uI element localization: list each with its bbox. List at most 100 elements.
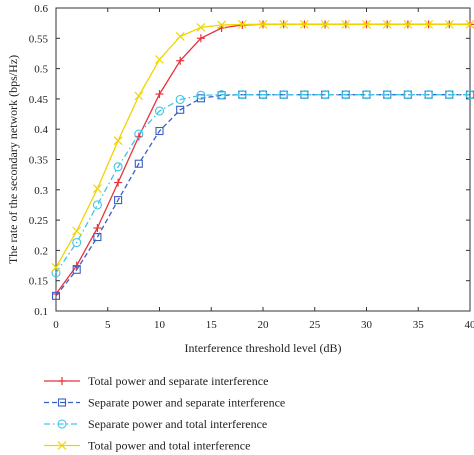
y-tick-label: 0.1 bbox=[34, 306, 48, 318]
series-2 bbox=[51, 90, 474, 300]
x-marker bbox=[196, 22, 206, 32]
series-lines bbox=[51, 19, 474, 300]
x-marker bbox=[382, 19, 392, 29]
x-tick-label: 35 bbox=[413, 319, 425, 331]
series-line bbox=[55, 23, 470, 268]
x-marker bbox=[113, 136, 123, 146]
x-marker bbox=[341, 19, 351, 29]
square-marker bbox=[134, 159, 143, 168]
plus-marker bbox=[52, 290, 60, 299]
plus-marker bbox=[72, 261, 81, 270]
circle-marker bbox=[279, 90, 289, 100]
circle-marker bbox=[154, 106, 165, 116]
square-marker bbox=[51, 291, 61, 300]
legend: Total power and separate interference Sep… bbox=[44, 374, 285, 453]
x-tick-label: 0 bbox=[53, 319, 59, 331]
x-tick-label: 10 bbox=[154, 319, 166, 331]
x-marker bbox=[299, 19, 309, 29]
legend-entry: Total power and separate interference bbox=[44, 374, 268, 388]
series-line bbox=[55, 94, 470, 297]
plus-marker bbox=[176, 56, 185, 65]
circle-marker bbox=[237, 90, 247, 100]
square-marker bbox=[93, 233, 102, 242]
y-tick-label: 0.3 bbox=[34, 185, 48, 197]
y-tick-label: 0.4 bbox=[34, 124, 48, 136]
x-marker bbox=[72, 226, 82, 236]
legend-label: Total power and total interference bbox=[88, 439, 250, 453]
x-marker bbox=[175, 32, 185, 41]
circle-marker bbox=[361, 90, 372, 100]
x-marker bbox=[51, 262, 61, 272]
legend-entry: Separate power and separate interference bbox=[44, 396, 285, 410]
x-tick-label: 30 bbox=[361, 319, 373, 331]
x-marker bbox=[444, 19, 454, 29]
y-tick-label: 0.25 bbox=[29, 215, 49, 227]
x-marker bbox=[57, 441, 67, 450]
plot-border bbox=[55, 7, 471, 312]
circle-marker bbox=[113, 162, 123, 172]
series-3 bbox=[51, 90, 474, 278]
x-marker bbox=[237, 19, 247, 29]
x-tick-label: 40 bbox=[465, 319, 474, 331]
circle-marker bbox=[424, 90, 434, 100]
y-tick-label: 0.6 bbox=[34, 3, 48, 15]
series-line bbox=[55, 23, 470, 295]
y-axis-label: The rate of the secondary network (bps/H… bbox=[6, 55, 20, 264]
circle-marker bbox=[175, 94, 185, 105]
x-marker bbox=[465, 19, 474, 29]
y-tick-label: 0.15 bbox=[29, 276, 49, 288]
x-tick-label: 15 bbox=[206, 319, 218, 331]
square-marker bbox=[57, 398, 67, 407]
x-tick-label: 20 bbox=[258, 319, 270, 331]
x-marker bbox=[134, 91, 144, 101]
series-1 bbox=[52, 20, 474, 299]
series-line bbox=[55, 94, 470, 274]
circle-marker bbox=[320, 90, 330, 100]
plus-marker bbox=[155, 90, 164, 99]
plus-marker bbox=[93, 223, 102, 232]
circle-marker bbox=[341, 90, 351, 100]
series-4 bbox=[51, 19, 474, 272]
circle-marker bbox=[299, 90, 309, 100]
circle-marker bbox=[51, 268, 61, 278]
circle-marker bbox=[57, 419, 67, 429]
circle-marker bbox=[72, 237, 82, 248]
legend-label: Total power and separate interference bbox=[88, 374, 268, 388]
y-tick-label: 0.55 bbox=[29, 33, 49, 45]
x-marker bbox=[424, 19, 434, 29]
square-marker bbox=[114, 196, 123, 205]
circle-marker bbox=[92, 200, 102, 210]
square-marker bbox=[196, 94, 205, 103]
y-tick-label: 0.35 bbox=[29, 155, 49, 167]
circle-marker bbox=[217, 90, 227, 100]
y-tick-label: 0.2 bbox=[34, 245, 48, 257]
x-marker bbox=[155, 55, 164, 64]
circle-marker bbox=[403, 90, 413, 100]
legend-entry: Separate power and total interference bbox=[44, 417, 267, 431]
x-marker bbox=[92, 184, 102, 194]
circle-marker bbox=[258, 90, 268, 100]
x-marker bbox=[320, 19, 330, 29]
legend-label: Separate power and separate interference bbox=[88, 396, 285, 410]
x-marker bbox=[217, 20, 227, 30]
square-marker bbox=[176, 105, 185, 114]
x-tick-label: 5 bbox=[105, 319, 111, 331]
plus-marker bbox=[58, 377, 66, 385]
plus-marker bbox=[114, 178, 123, 187]
x-tick-label: 25 bbox=[309, 319, 321, 331]
x-marker bbox=[258, 19, 268, 29]
circle-marker bbox=[465, 90, 474, 100]
square-marker bbox=[155, 126, 164, 136]
x-marker bbox=[279, 19, 289, 29]
circle-marker bbox=[382, 90, 392, 100]
axis-ticks: 0 5 10 15 20 25 30 35 40 0.1 0.15 0.2 0.25 0.3 0.35 0.4… bbox=[29, 3, 474, 331]
y-tick-label: 0.5 bbox=[34, 64, 48, 76]
x-marker bbox=[403, 19, 413, 29]
circle-marker bbox=[444, 90, 454, 100]
square-marker bbox=[72, 265, 81, 274]
x-marker bbox=[362, 19, 371, 29]
plus-marker bbox=[196, 34, 205, 43]
plot-frame bbox=[55, 7, 471, 312]
